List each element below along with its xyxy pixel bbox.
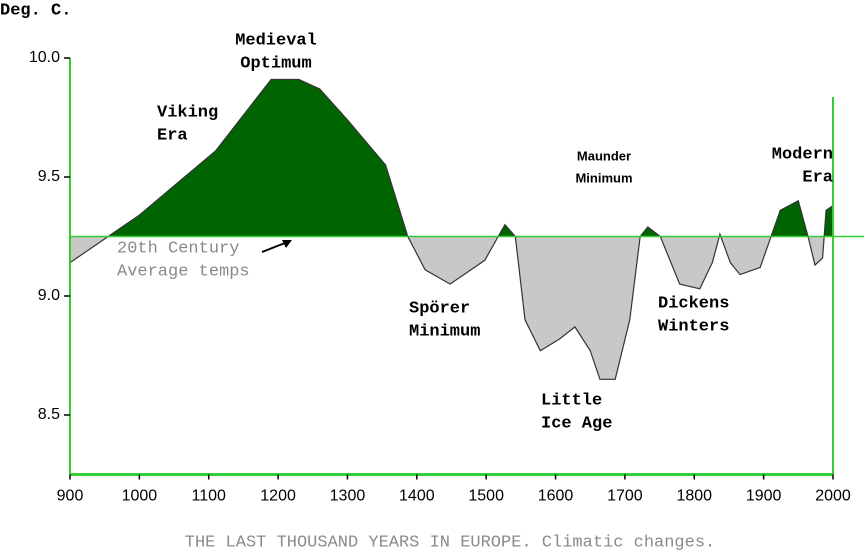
- area-above: [70, 79, 833, 237]
- annotation: Era: [802, 168, 833, 187]
- annotation: Era: [157, 126, 188, 145]
- x-tick-label: 1200: [260, 488, 296, 505]
- annotation: Average temps: [117, 262, 250, 281]
- annotation: Medieval: [235, 31, 317, 50]
- x-tick-label: 1500: [468, 488, 504, 505]
- annotation: Dickens: [658, 294, 729, 313]
- outline: [69, 78, 834, 380]
- annotation: 20th Century: [117, 239, 239, 258]
- x-tick-label: 1900: [746, 488, 782, 505]
- annotation: Optimum: [240, 54, 311, 73]
- area-below: [70, 236, 833, 380]
- annotation: Winters: [658, 317, 729, 336]
- x-tick-label: 2000: [815, 488, 851, 505]
- x-tick-label: 900: [57, 488, 84, 505]
- annotation: Modern: [772, 145, 833, 164]
- annotation: Spörer: [409, 299, 470, 318]
- x-tick-label: 1600: [538, 488, 574, 505]
- y-tick-label: 9.5: [38, 168, 60, 185]
- x-tick-label: 1100: [192, 488, 227, 505]
- y-axis-label: Deg. C.: [0, 1, 71, 20]
- arrow-head: [282, 240, 292, 248]
- annotation: Maunder: [577, 148, 631, 163]
- x-tick-label: 1400: [399, 488, 435, 505]
- y-tick-label: 9.0: [38, 287, 60, 304]
- annotation: Minimum: [409, 322, 480, 341]
- y-tick-label: 8.5: [38, 406, 60, 423]
- x-tick-label: 1300: [330, 488, 366, 505]
- x-tick-label: 1000: [122, 488, 158, 505]
- annotation: Ice Age: [541, 414, 612, 433]
- annotation: Minimum: [575, 170, 632, 185]
- y-tick-label: 10.0: [29, 49, 60, 66]
- x-tick-label: 1700: [607, 488, 643, 505]
- annotation: Little: [541, 391, 602, 410]
- annotation: Viking: [157, 103, 218, 122]
- x-tick-label: 1800: [676, 488, 712, 505]
- chart-title: THE LAST THOUSAND YEARS IN EUROPE. Clima…: [185, 533, 716, 552]
